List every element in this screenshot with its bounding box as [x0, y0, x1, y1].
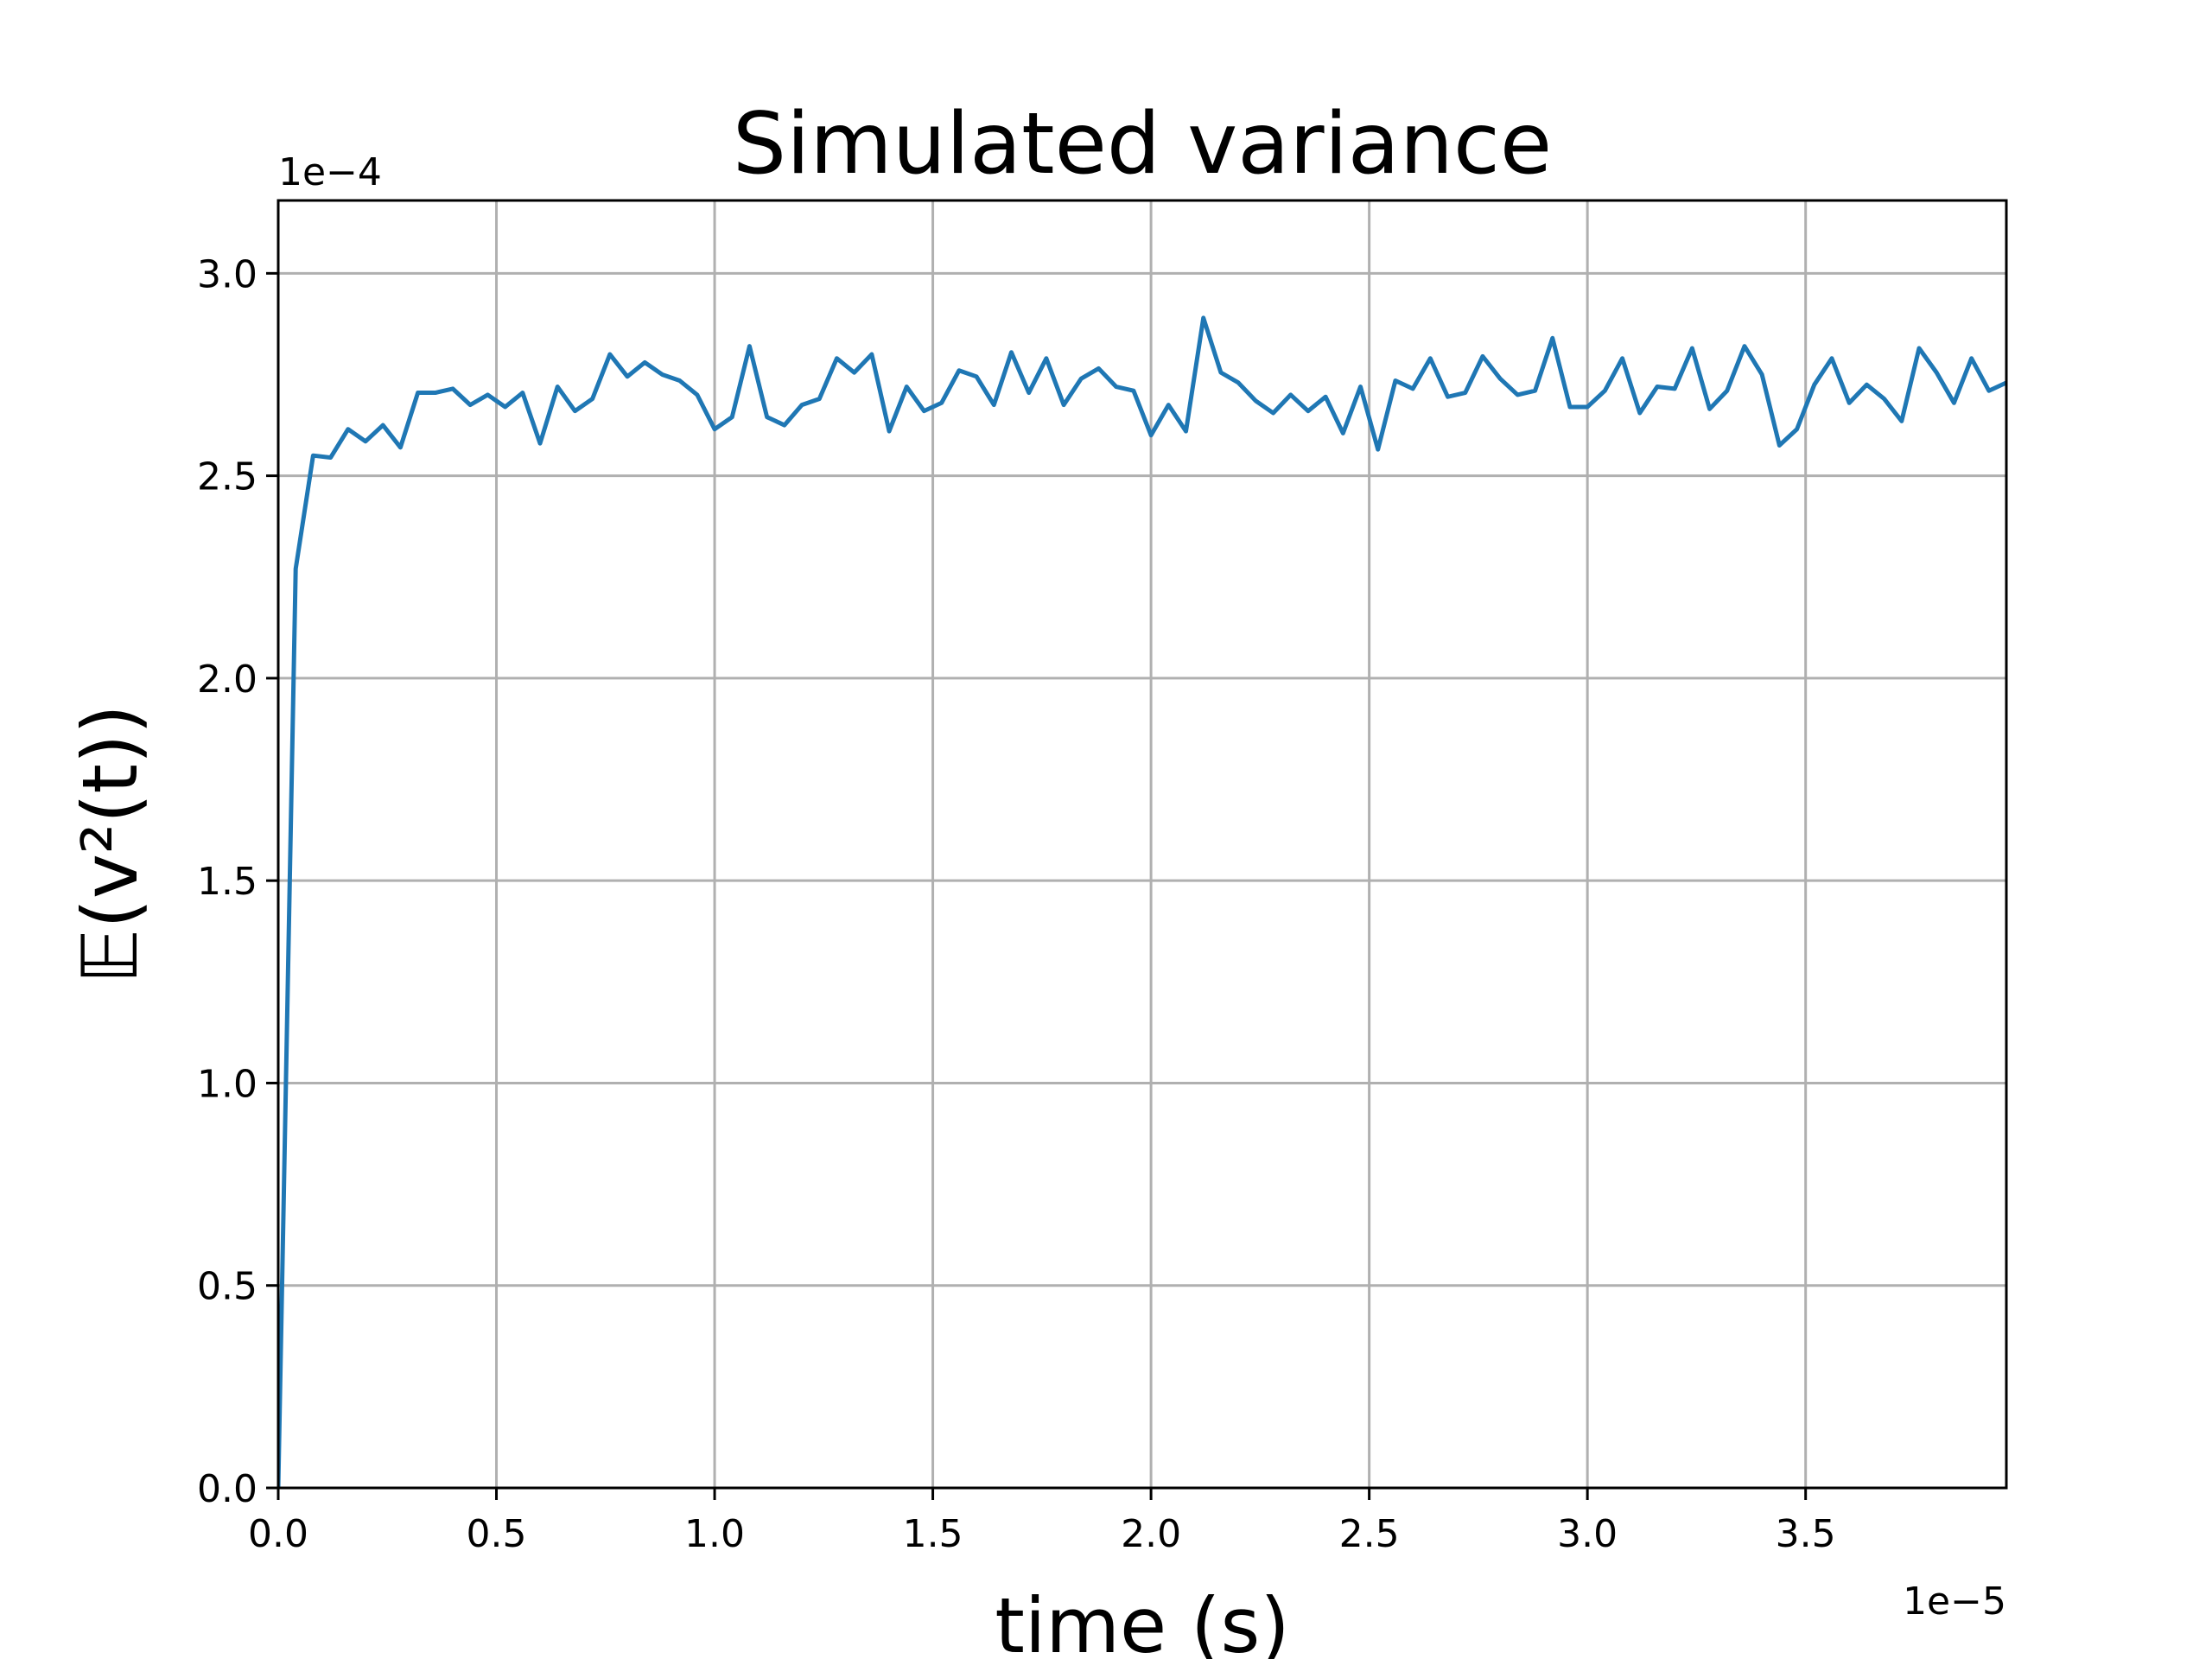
series-layer [278, 315, 2006, 1488]
y-tick-label: 3.0 [197, 252, 257, 296]
x-tick-label: 2.5 [1339, 1512, 1400, 1556]
x-tick-label: 2.0 [1121, 1512, 1181, 1556]
series-line [278, 315, 2006, 1488]
x-axis-label: time (s) [995, 1581, 1289, 1659]
y-tick-label: 0.0 [197, 1467, 257, 1511]
chart-title: Simulated variance [733, 95, 1552, 194]
x-tick-label: 3.0 [1557, 1512, 1618, 1556]
y-axis-offset-label: 1e−4 [278, 150, 382, 194]
y-tick-label: 1.5 [197, 860, 257, 904]
y-axis-label: 𝔼(v²(t)) [66, 704, 155, 983]
x-tick-label: 1.5 [903, 1512, 963, 1556]
x-tick-label: 1.0 [684, 1512, 745, 1556]
y-tick-label: 2.0 [197, 658, 257, 702]
x-tick-label: 0.0 [248, 1512, 308, 1556]
axis-ticks: 0.0 0.5 1.0 1.5 2.0 2.5 3.0 3.5 0.0 0.5 1.0 1.5 2.0 2… [197, 252, 1836, 1556]
y-tick-label: 2.5 [197, 455, 257, 499]
y-tick-label: 0.5 [197, 1265, 257, 1309]
y-tick-label: 1.0 [197, 1062, 257, 1106]
x-tick-label: 0.5 [467, 1512, 527, 1556]
x-axis-offset-label: 1e−5 [1903, 1580, 2006, 1624]
x-tick-label: 3.5 [1776, 1512, 1836, 1556]
plot-frame [276, 199, 2008, 1490]
